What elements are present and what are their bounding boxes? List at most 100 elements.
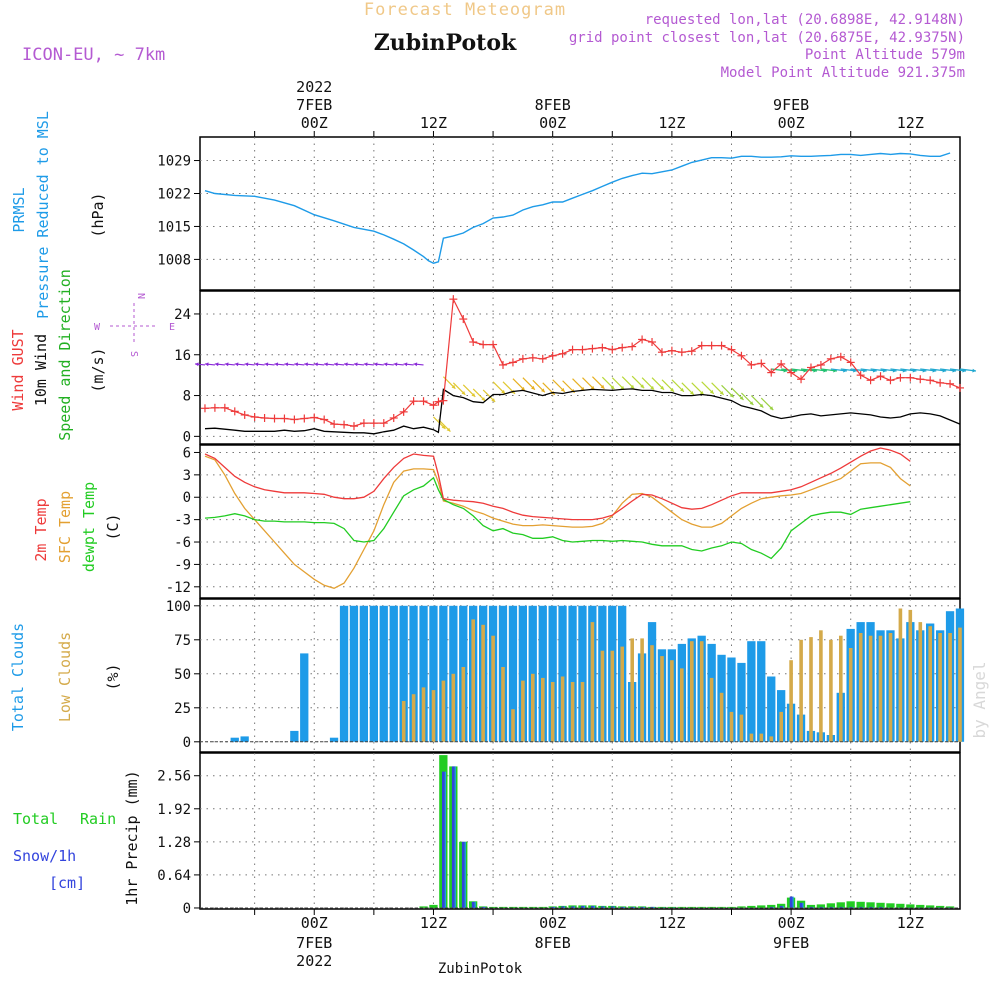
low-clouds-label: Low Clouds xyxy=(56,632,74,722)
time-label: 12Z xyxy=(897,114,924,132)
snow-bar-edge xyxy=(673,907,675,908)
low-cloud-bar xyxy=(521,680,525,742)
snow-bar-edge xyxy=(832,906,834,908)
location-title: ZubinPotok xyxy=(374,30,517,56)
snow-bar-edge xyxy=(603,906,605,908)
low-cloud-bar xyxy=(690,641,694,742)
snow-bar-edge xyxy=(444,771,446,908)
total-cloud-bar xyxy=(419,605,428,742)
snow-bar-edge xyxy=(454,766,456,908)
low-cloud-bar xyxy=(541,677,545,742)
y-tick-label: 2.56 xyxy=(157,769,191,785)
low-cloud-bar xyxy=(789,660,793,742)
rain-bar xyxy=(419,906,428,908)
compass-w: W xyxy=(94,322,101,333)
snow-unit-label: [cm] xyxy=(49,874,85,892)
time-label: 00Z xyxy=(301,914,328,932)
wind-dir-arrowhead xyxy=(264,362,269,367)
total-cloud-bar xyxy=(737,662,746,742)
total-cloud-bar xyxy=(369,605,378,742)
time-label: 12Z xyxy=(420,114,447,132)
snow-bar xyxy=(799,902,803,908)
snow-bar-edge xyxy=(872,906,874,908)
temp-2m-line xyxy=(204,447,911,521)
y-tick-label: 1029 xyxy=(157,154,191,170)
wind-dir-arrowhead xyxy=(195,362,199,367)
y-tick-label: 1.28 xyxy=(157,835,191,851)
rain-bar xyxy=(508,906,518,908)
rain-bar xyxy=(657,906,667,908)
wind-speed-dir-label: Speed and Direction xyxy=(56,269,74,441)
snow-bar xyxy=(859,906,863,908)
wind-dir-arrowhead xyxy=(204,362,209,367)
wind-dir-arrowhead xyxy=(541,388,545,393)
low-cloud-bar xyxy=(878,635,883,742)
rain-bar xyxy=(667,906,676,908)
plot-marks xyxy=(194,152,977,909)
rain-bar xyxy=(488,906,498,908)
date-label: 9FEB xyxy=(773,96,809,114)
snow-bar xyxy=(779,905,783,908)
low-cloud-bar xyxy=(590,622,595,742)
y-tick-label: 0 xyxy=(183,735,191,751)
snow-label: Snow/1h xyxy=(13,847,76,865)
low-cloud-bar xyxy=(511,709,515,742)
low-cloud-bar xyxy=(560,676,565,742)
time-label: 12Z xyxy=(420,914,447,932)
low-cloud-bar xyxy=(570,682,575,742)
low-cloud-bar xyxy=(918,622,923,742)
y-tick-labels: 1029102210151008241680630-3-6-9-12100755… xyxy=(157,154,191,917)
y-tick-label: -6 xyxy=(174,535,191,551)
snow-bar xyxy=(789,896,793,908)
snow-bar-edge xyxy=(653,906,655,908)
rain-bar xyxy=(945,906,955,908)
compass-rose: N S W E xyxy=(94,293,175,357)
low-cloud-bar xyxy=(670,660,674,742)
wind-dir-arrowhead xyxy=(501,389,506,394)
wind-dir-arrowhead xyxy=(630,384,635,389)
wind-dir-arrowhead xyxy=(373,362,378,367)
snow-bar-edge xyxy=(822,906,824,908)
snow-bar-edge xyxy=(663,907,665,908)
y-tick-label: 6 xyxy=(183,445,191,461)
low-cloud-bar xyxy=(839,635,843,742)
wind-10m-label: 10m Wind xyxy=(32,334,50,406)
snow-bar-edge xyxy=(842,906,844,908)
snow-bar xyxy=(561,906,564,908)
rain-bar xyxy=(707,906,716,908)
date-label: 7FEB xyxy=(296,934,332,952)
wind-dir-arrowhead xyxy=(284,362,289,367)
low-cloud-bar xyxy=(729,711,734,742)
dewpt-temp-line xyxy=(204,476,911,560)
watermark: by Angel xyxy=(970,661,989,738)
wind-gust-label: Wind GUST xyxy=(9,329,27,410)
low-cloud-bar xyxy=(769,736,774,742)
snow-bar-edge xyxy=(862,906,864,908)
year-label: 2022 xyxy=(296,952,332,970)
low-cloud-bar xyxy=(848,648,853,742)
low-cloud-bar xyxy=(759,733,764,742)
rain-bar xyxy=(767,904,776,908)
wind-dir-arrowhead xyxy=(383,362,388,367)
low-cloud-bar xyxy=(868,635,873,742)
snow-bar-edge xyxy=(782,905,784,908)
snow-bar-edge xyxy=(802,902,804,908)
total-cloud-bar xyxy=(727,657,736,742)
snow-bar-edge xyxy=(633,906,635,908)
total-cloud-bar xyxy=(290,730,299,742)
total-cloud-bar xyxy=(329,737,339,742)
wind-dir-arrowhead xyxy=(491,398,496,402)
model-altitude: Model Point Altitude 921.375m xyxy=(721,65,965,81)
wind-dir-arrowhead xyxy=(660,385,664,390)
snow-bar xyxy=(442,771,445,908)
wind-dir-arrowhead xyxy=(560,387,565,392)
date-label: 8FEB xyxy=(535,934,571,952)
y-tick-label: 24 xyxy=(174,307,191,323)
snow-bar xyxy=(809,906,813,908)
total-label: Total xyxy=(13,810,58,828)
wind-dir-arrowhead xyxy=(254,362,259,367)
snow-bar xyxy=(849,906,853,908)
rain-bar xyxy=(677,906,686,908)
low-cloud-bar xyxy=(948,633,952,742)
snow-bar-edge xyxy=(852,906,854,908)
